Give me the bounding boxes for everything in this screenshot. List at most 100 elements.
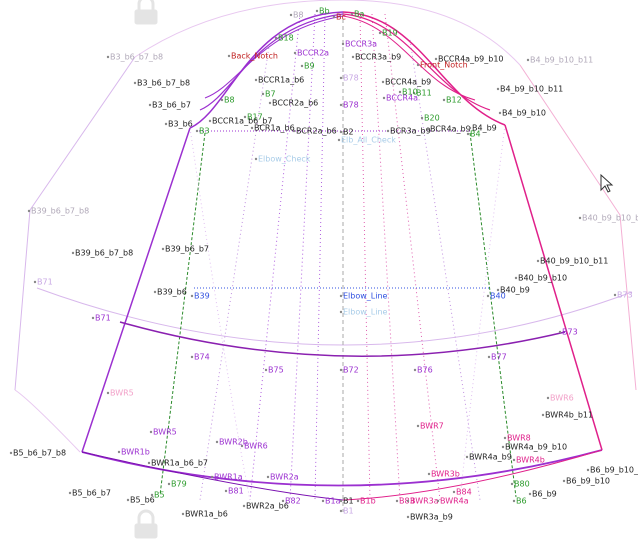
point-dot xyxy=(487,355,491,359)
point-label: B3_b6_b7_b8 xyxy=(110,53,163,62)
point-label: B3_b6 xyxy=(168,120,193,129)
point-dot xyxy=(220,98,224,102)
point-dot xyxy=(350,12,354,16)
point-dot xyxy=(181,512,185,516)
point-dot xyxy=(395,499,399,503)
point-dot xyxy=(412,91,416,95)
point-dot xyxy=(468,126,472,130)
point-label: B1 xyxy=(343,507,354,516)
point-label: B6_b9_b10 xyxy=(566,477,610,486)
point-dot xyxy=(434,57,438,61)
outer-outline xyxy=(14,0,637,453)
point-dot xyxy=(413,368,417,372)
point-label: BCCR1a_b6 xyxy=(258,76,304,85)
point-label: BWR4a_b9 xyxy=(469,453,512,462)
point-label: B1b xyxy=(360,497,376,506)
point-dot xyxy=(289,13,293,17)
point-dot xyxy=(315,9,319,13)
point-label: Elbow_Line xyxy=(343,308,388,317)
point-dot xyxy=(224,489,228,493)
point-dot xyxy=(153,290,157,294)
point-label: B5_b6 xyxy=(130,496,155,505)
point-label: BWR2a xyxy=(270,473,299,482)
point-label: B39_b6_b7 xyxy=(165,245,209,254)
lock-icon xyxy=(134,0,158,25)
point-dot xyxy=(486,294,490,298)
point-label: B3_b6_b7 xyxy=(152,101,191,110)
point-label: B8 xyxy=(293,11,304,20)
point-label: Elbow_Line xyxy=(343,292,388,301)
point-dot xyxy=(546,396,550,400)
point-label: B12 xyxy=(446,96,462,105)
point-label: B5 xyxy=(154,491,165,500)
point-label: B80 xyxy=(514,480,530,489)
point-dot xyxy=(512,499,516,503)
point-label: BWR7 xyxy=(420,422,444,431)
point-dot xyxy=(147,461,151,465)
point-label: B1a xyxy=(325,497,341,506)
point-dot xyxy=(195,129,199,133)
point-label: B84 xyxy=(456,488,472,497)
point-dot xyxy=(167,482,171,486)
point-label: BWR1a_b6_b7 xyxy=(151,459,208,468)
point-label: B17 xyxy=(247,113,263,122)
point-label: B71 xyxy=(95,314,111,323)
point-dot xyxy=(339,130,343,134)
point-label: B6_b9 xyxy=(532,490,557,499)
point-dot xyxy=(126,498,130,502)
point-dot xyxy=(266,475,270,479)
point-label: B40 xyxy=(490,292,506,301)
point-label: BCCR3a_b9 xyxy=(355,53,401,62)
point-label: Ba xyxy=(354,10,364,19)
point-dot xyxy=(510,482,514,486)
point-label: B82 xyxy=(285,497,301,506)
point-label: B72 xyxy=(343,366,359,375)
point-dot xyxy=(512,458,516,462)
point-label: B20 xyxy=(424,114,440,123)
point-label: BCCR4a_b9_b10 xyxy=(438,55,504,64)
point-label: B3_b6_b7_b8 xyxy=(137,79,190,88)
point-dot xyxy=(268,101,272,105)
point-dot xyxy=(452,490,456,494)
point-dot xyxy=(341,42,345,46)
point-label: BWR1a_b6 xyxy=(185,510,228,519)
point-label: Bc xyxy=(336,13,346,22)
point-dot xyxy=(250,126,254,130)
point-dot xyxy=(501,445,505,449)
point-label: B7 xyxy=(265,90,276,99)
point-label: BWR4a_b9_b10 xyxy=(505,443,567,452)
point-dot xyxy=(9,451,13,455)
point-label: BWR4b xyxy=(516,456,545,465)
point-dot xyxy=(420,116,424,120)
point-label: Elbow_Check xyxy=(258,155,311,164)
point-label: B39_b6_b7_b8 xyxy=(75,249,133,258)
point-dot xyxy=(578,216,582,220)
point-label: B6 xyxy=(516,497,527,506)
point-dot xyxy=(274,36,278,40)
point-dot xyxy=(528,492,532,496)
point-dot xyxy=(149,430,153,434)
point-dot xyxy=(466,132,470,136)
point-label: B39_b6_b7_b8 xyxy=(31,207,89,216)
point-dot xyxy=(406,515,410,519)
point-label: B74 xyxy=(194,353,210,362)
point-label: B73 xyxy=(617,291,633,300)
point-label: B5_b6_b7_b8 xyxy=(13,449,66,458)
point-dot xyxy=(242,504,246,508)
point-dot xyxy=(148,103,152,107)
point-label: BWR8 xyxy=(507,434,531,443)
point-label: B78 xyxy=(343,74,359,83)
point-label: BCR3a_b9 xyxy=(390,127,431,136)
point-label: BWR6 xyxy=(550,394,574,403)
point-label: B2 xyxy=(343,128,354,137)
point-dot xyxy=(526,58,530,62)
point-dot xyxy=(337,138,341,142)
point-label: BWR5 xyxy=(110,389,134,398)
point-dot xyxy=(503,436,507,440)
point-dot xyxy=(339,499,343,503)
point-dot xyxy=(161,247,165,251)
point-label: B78 xyxy=(343,101,359,110)
